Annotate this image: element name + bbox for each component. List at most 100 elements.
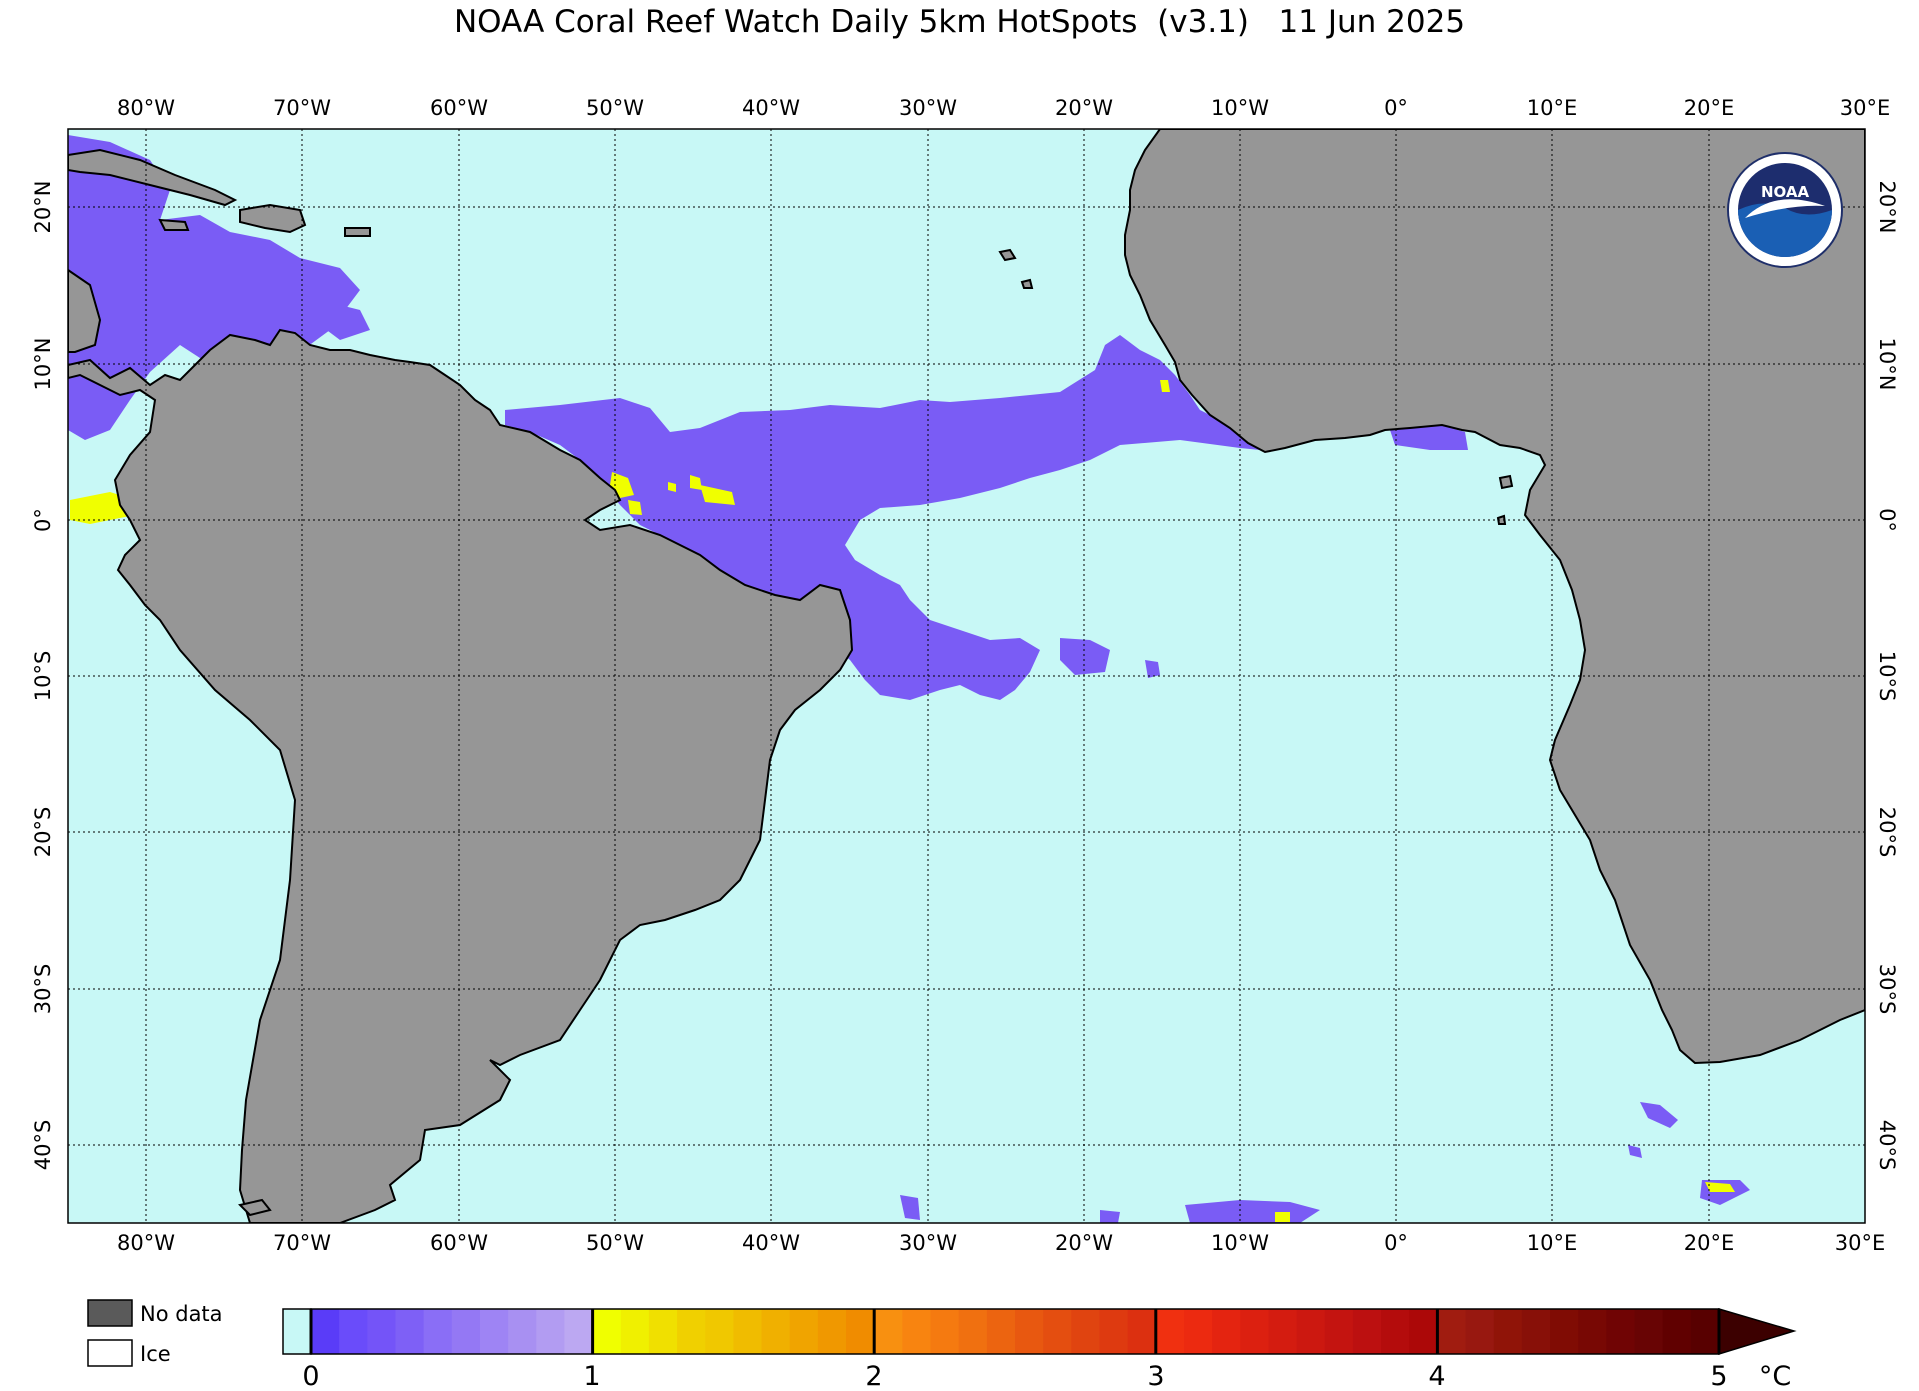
colorbar-cell: [930, 1309, 960, 1354]
lon-label: 60°W: [430, 96, 488, 120]
colorbar-cell: [1155, 1309, 1185, 1354]
colorbar-cell: [536, 1309, 566, 1354]
lon-label: 10°W: [1211, 96, 1269, 120]
colorbar-cell: [874, 1309, 903, 1354]
colorbar-cell: [1578, 1309, 1607, 1354]
lat-label: 0°: [1875, 508, 1899, 532]
hotspot-region-equatorial-band: [505, 335, 1260, 700]
no-data-swatch: [87, 1299, 133, 1327]
colorbar-cell: [1493, 1309, 1523, 1354]
hotspot-yellow-southern-1: [1705, 1182, 1735, 1192]
colorbar-tick-label: 3: [1147, 1361, 1164, 1391]
colorbar-cell: [986, 1309, 1016, 1354]
landmass-puerto-rico: [344, 227, 371, 237]
colorbar-cell: [1099, 1309, 1129, 1354]
lon-label: 50°W: [586, 96, 644, 120]
no-data-label: No data: [140, 1302, 223, 1326]
colorbar-cell: [1296, 1309, 1326, 1354]
colorbar-cell: [1183, 1309, 1213, 1354]
lon-label: 30°E: [1840, 96, 1891, 120]
lon-label: 10°E: [1527, 1231, 1578, 1255]
graticule: [68, 129, 1865, 1223]
lon-label: 20°E: [1684, 1231, 1735, 1255]
colorbar-cell: [1212, 1309, 1241, 1354]
colorbar-cell: [1690, 1309, 1720, 1354]
colorbar-cell: [367, 1309, 397, 1354]
lon-label: 60°W: [430, 1231, 488, 1255]
lon-label: 30°E: [1835, 1231, 1886, 1255]
map-frame: [67, 128, 1866, 1224]
lon-label: 80°W: [117, 1231, 175, 1255]
colorbar-cell: [479, 1309, 509, 1354]
colorbar-cell: [1437, 1309, 1467, 1354]
landmass-bioko: [1498, 474, 1514, 490]
colorbar-cell: [817, 1309, 847, 1354]
lon-label: 30°W: [899, 96, 957, 120]
landmass-falklands: [238, 1198, 272, 1217]
colorbar-cell: [395, 1309, 425, 1354]
colorbar-cell: [1550, 1309, 1579, 1354]
colorbar-cell: [1521, 1309, 1551, 1354]
lon-label: 20°W: [1055, 1231, 1113, 1255]
colorbar-cell: [1015, 1309, 1044, 1354]
colorbar-extend-arrow: [1718, 1307, 1797, 1356]
colorbar-cell: [1634, 1309, 1664, 1354]
colorbar-cell: [846, 1309, 875, 1354]
colorbar-cell: [1071, 1309, 1101, 1354]
lat-label: 10°S: [1875, 651, 1899, 702]
landmass-hispaniola: [239, 203, 307, 234]
colorbar-cell: [451, 1309, 481, 1354]
hotspot-yellow-amazon-2: [628, 500, 642, 515]
colorbar-cell: [1324, 1309, 1354, 1354]
colorbar-cell: [1352, 1309, 1382, 1354]
colorbar-cell: [1381, 1309, 1410, 1354]
hotspot-region-southern-6: [1628, 1145, 1642, 1158]
hotspot-region-caribbean: [68, 135, 360, 440]
legend: No data Ice: [87, 1299, 223, 1367]
lat-labels-left: 20°N 10°N 0° 10°S 20°S 30°S 40°S: [31, 181, 55, 1171]
landmass-jamaica: [158, 218, 190, 231]
colorbar-tick-label: 1: [583, 1361, 600, 1391]
lon-labels-top: 80°W 70°W 60°W 50°W 40°W 30°W 20°W 10°W …: [117, 96, 1890, 120]
colorbar-cell: [423, 1309, 453, 1354]
colorbar-cell: [592, 1309, 622, 1354]
colorbar-cell: [339, 1309, 368, 1354]
hotspot-region-southern-4: [900, 1195, 920, 1220]
lon-label: 20°E: [1684, 96, 1735, 120]
colorbar-cell: [1606, 1309, 1636, 1354]
noaa-logo-icon: NOAA: [1727, 152, 1843, 268]
colorbar-cell: [1240, 1309, 1270, 1354]
hotspot-region-south-atlantic-1: [1060, 638, 1110, 675]
lat-labels-right: 20°N 10°N 0° 10°S 20°S 30°S 40°S: [1875, 181, 1899, 1171]
lat-label: 20°S: [31, 807, 55, 858]
landmass-cape-verde-2: [1020, 278, 1034, 289]
landmass-south-america: [68, 328, 854, 1223]
colorbar-tick-label: 2: [865, 1361, 882, 1391]
colorbar-cell: [620, 1309, 650, 1354]
colorbar-cell: [1268, 1309, 1298, 1354]
lat-label: 10°N: [1875, 338, 1899, 391]
hotspot-region-southern-1: [1640, 1102, 1678, 1128]
ice-label: Ice: [140, 1342, 171, 1366]
lat-label: 10°N: [31, 338, 55, 391]
lon-label: 50°W: [586, 1231, 644, 1255]
lat-label: 0°: [31, 508, 55, 532]
colorbar-segments: [311, 1309, 1720, 1354]
hotspot-yellow-africa-coast: [1160, 380, 1170, 392]
page-title: NOAA Coral Reef Watch Daily 5km HotSpots…: [453, 4, 1466, 40]
hotspot-yellow-amazon-4: [700, 485, 735, 505]
hotspot-region-south-atlantic-2: [1145, 660, 1160, 678]
lon-label: 0°: [1384, 1231, 1408, 1255]
lat-label: 20°S: [1875, 807, 1899, 858]
colorbar-tick-label: 5: [1710, 1361, 1727, 1391]
landmass-central-america: [68, 268, 102, 353]
landmass-cape-verde-1: [998, 248, 1017, 262]
colorbar-ticks: 0 1 2 3 4 5: [302, 1361, 1727, 1391]
lon-labels-bottom: 80°W 70°W 60°W 50°W 40°W 30°W 20°W 10°W …: [117, 1231, 1885, 1255]
lon-label: 30°W: [899, 1231, 957, 1255]
colorbar-cell: [648, 1309, 678, 1354]
colorbar-cell: [1409, 1309, 1438, 1354]
colorbar-cell: [761, 1309, 791, 1354]
lon-label: 70°W: [273, 96, 331, 120]
